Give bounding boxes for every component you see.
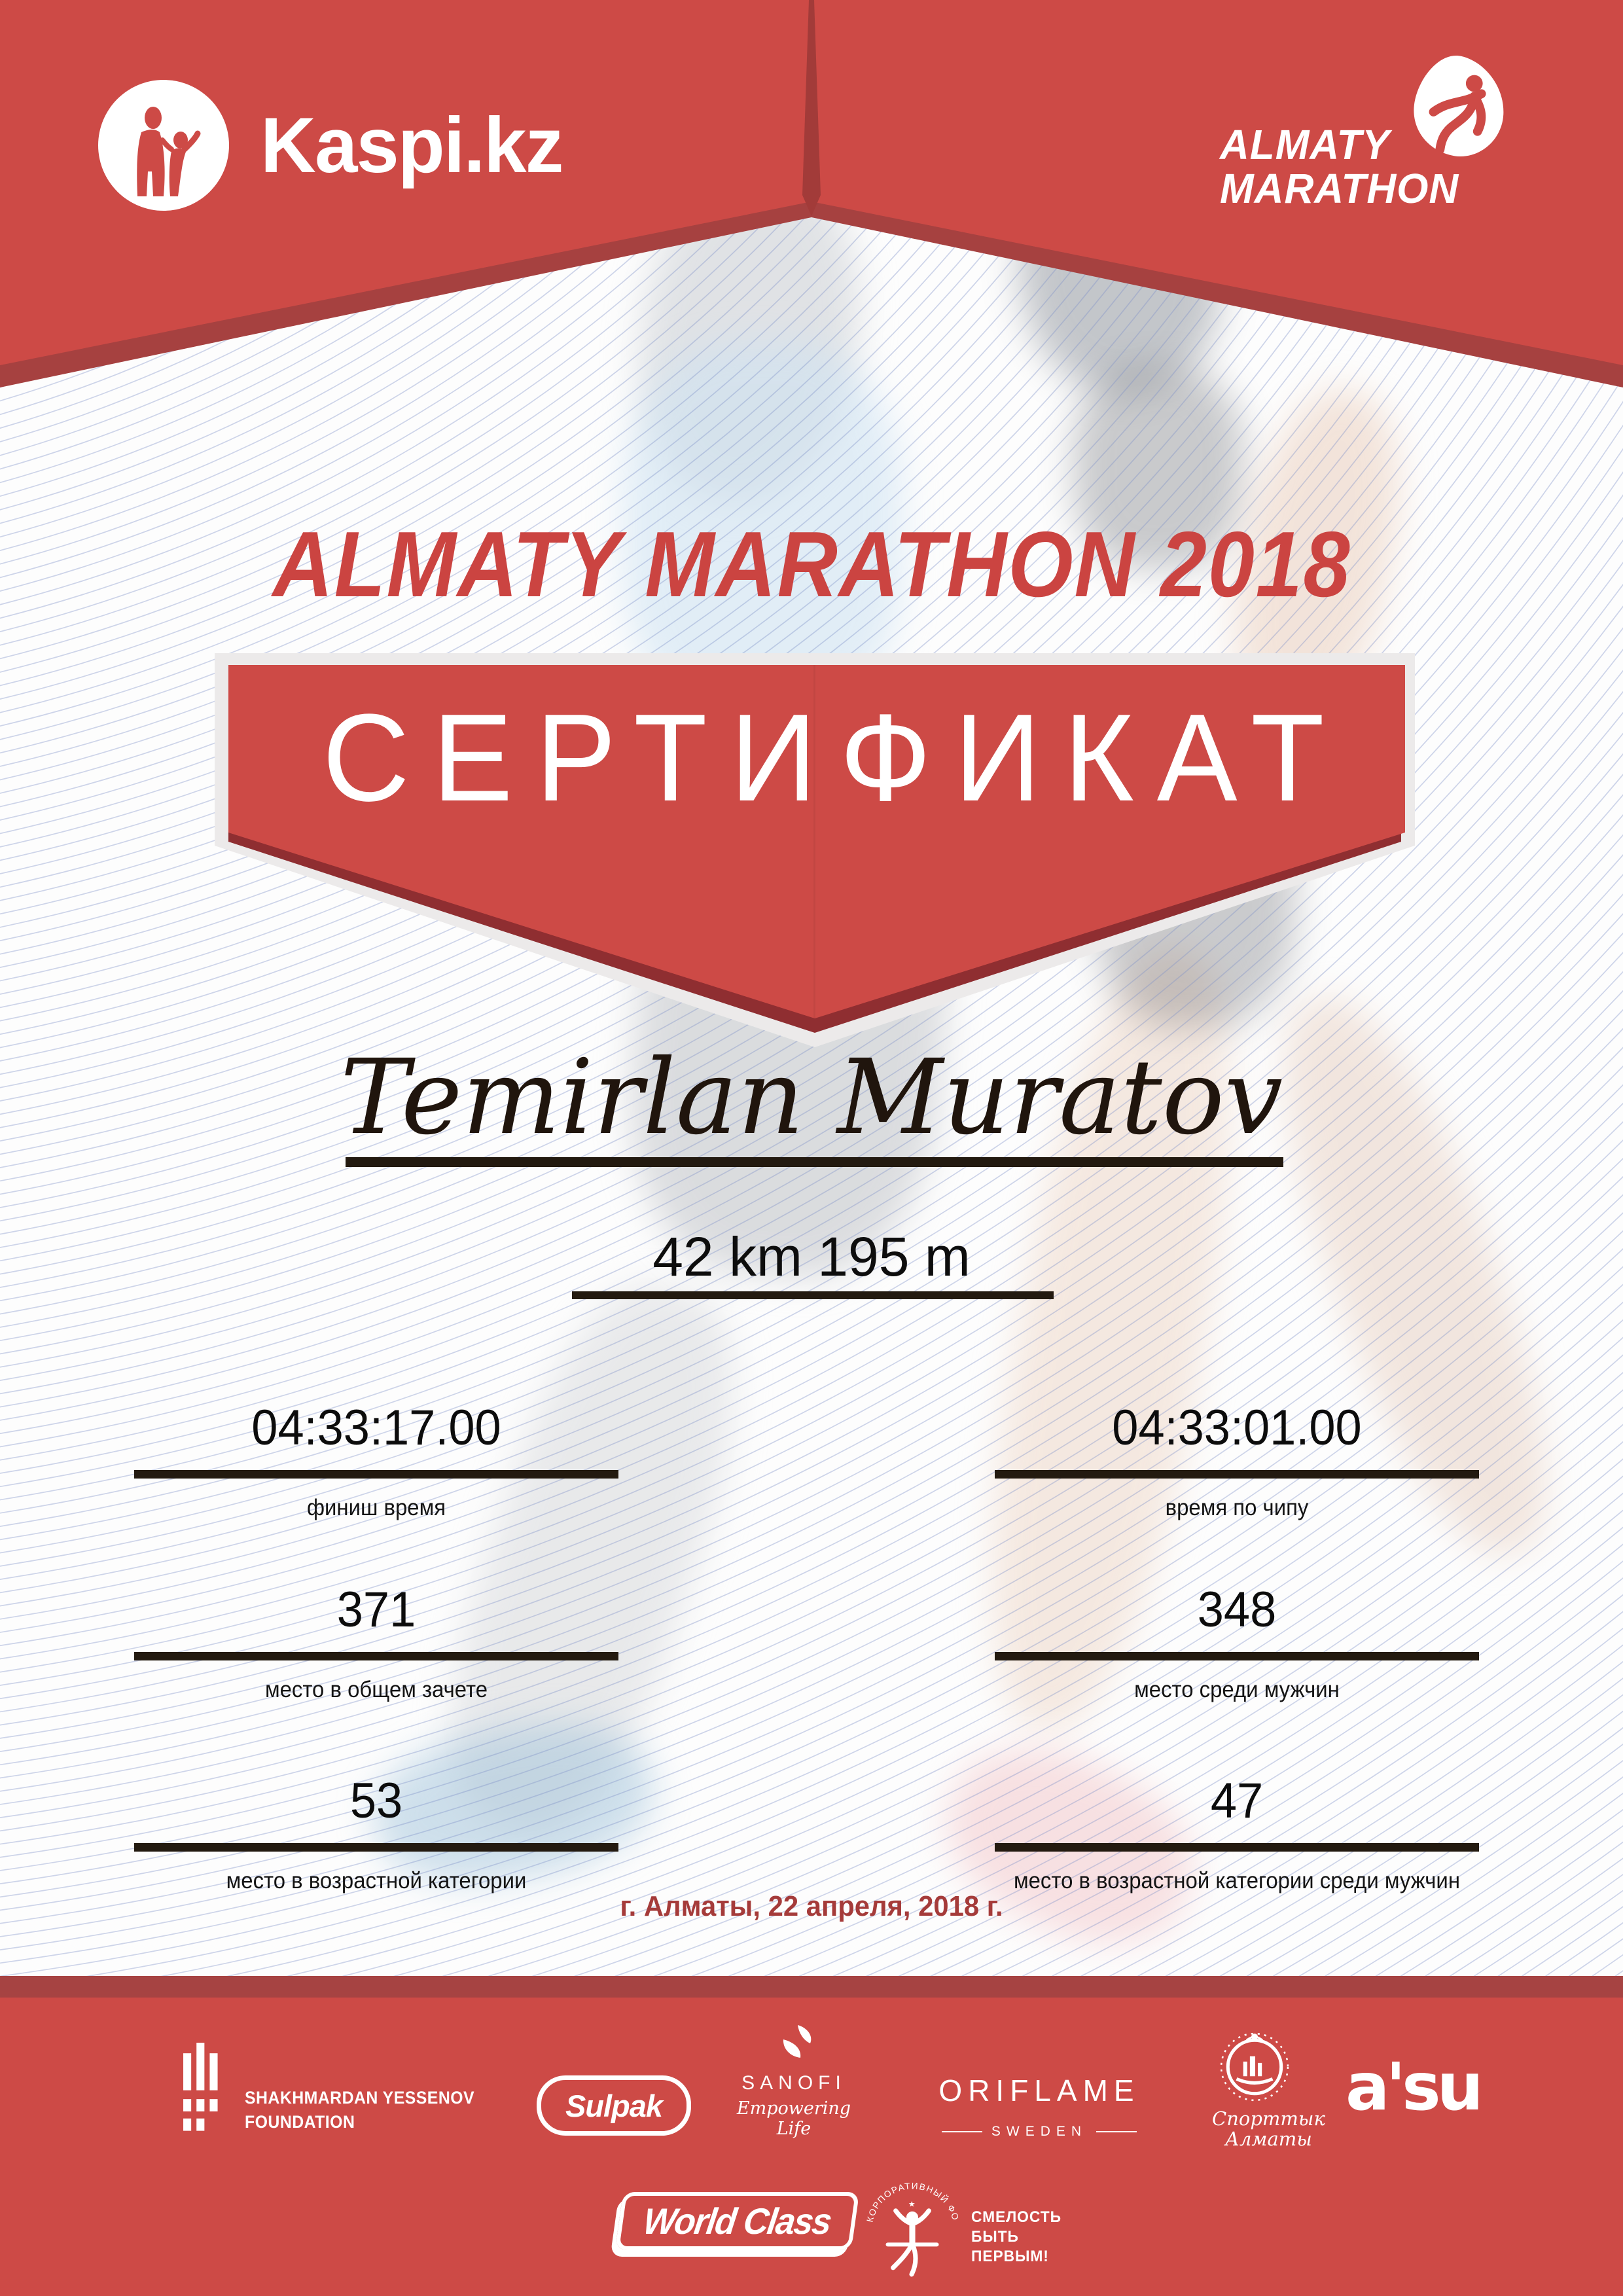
stat-age-gender-place: 47 место в возрастной категории среди му… — [995, 1775, 1479, 1893]
sanofi-wordmark: SANOFI — [741, 2072, 846, 2094]
stat-value: 04:33:17.00 — [251, 1400, 501, 1456]
stat-label: место в возрастной категории среди мужчи… — [1014, 1868, 1460, 1893]
oriflame-subtitle-row: SWEDEN — [921, 2124, 1157, 2140]
stat-value: 53 — [349, 1773, 403, 1829]
stat-gender-place: 348 место среди мужчин — [995, 1584, 1479, 1702]
oriflame-wordmark: ORIFLAME — [938, 2073, 1140, 2108]
oriflame-rule — [941, 2131, 982, 2132]
stat-label: место в общем зачете — [264, 1677, 488, 1702]
distance-value: 42 km 195 m — [652, 1226, 971, 1287]
sponsor-sport-almaty: Спорттык Алматы — [1212, 2031, 1325, 2150]
oriflame-subtitle: SWEDEN — [991, 2124, 1088, 2139]
almaty-marathon-wordmark: ALMATY MARATHON — [1220, 123, 1459, 211]
sport-almaty-emblem-icon — [1220, 2032, 1289, 2102]
asu-wordmark: a'su — [1346, 2049, 1484, 2125]
stat-label: место среди мужчин — [1134, 1677, 1340, 1702]
stat-underline — [134, 1843, 618, 1852]
almaty-logo-line2: MARATHON — [1220, 165, 1459, 212]
stat-chip-time: 04:33:01.00 время по чипу — [995, 1402, 1479, 1520]
stat-value: 47 — [1210, 1773, 1264, 1829]
oriflame-rule — [1096, 2131, 1137, 2132]
sponsors-band-top-strip — [0, 1976, 1623, 1998]
kaspi-icon — [98, 80, 229, 211]
photo-blob — [1073, 367, 1243, 569]
distance-underline — [572, 1291, 1054, 1299]
sanofi-bird-icon — [783, 2025, 812, 2058]
stat-finish-time: 04:33:17.00 финиш время — [134, 1402, 618, 1520]
sponsor-oriflame: ORIFLAME SWEDEN — [921, 2073, 1157, 2140]
kaspi-logo: Kaspi.kz — [98, 80, 569, 211]
certificate-title: СЕРТИФИКАТ — [322, 689, 1347, 827]
corporate-fund-slogan: СМЕЛОСТЬ БЫТЬ ПЕРВЫМ! — [971, 2208, 1061, 2265]
sponsor-yessenov-foundation: SHAKHMARDAN YESSENOV FOUNDATION — [183, 2043, 495, 2134]
stat-underline — [995, 1470, 1479, 1479]
recipient-name: Temirlan Muratov — [340, 1037, 1283, 1158]
stat-underline — [995, 1843, 1479, 1852]
stat-overall-place: 371 место в общем зачете — [134, 1584, 618, 1702]
sport-almaty-wordmark: Спорттык Алматы — [1212, 2108, 1325, 2150]
almaty-marathon-logo: ALMATY MARATHON — [1217, 52, 1531, 216]
world-class-wordmark: World Class — [641, 2200, 834, 2242]
stat-underline — [995, 1652, 1479, 1660]
stat-value: 348 — [1197, 1582, 1277, 1638]
event-date: г. Алматы, 22 апреля, 2018 г. — [620, 1890, 1003, 1922]
sponsor-asu: a'su — [1346, 2054, 1484, 2120]
stat-label: время по чипу — [1165, 1495, 1309, 1520]
name-underline — [346, 1157, 1283, 1167]
event-title: ALMATY MARATHON 2018 — [272, 512, 1351, 617]
kaspi-wordmark: Kaspi.kz — [260, 101, 563, 189]
almaty-logo-line1: ALMATY — [1220, 121, 1390, 168]
stat-label: место в возрастной категории — [226, 1868, 527, 1893]
yessenov-foundation-icon — [183, 2043, 218, 2131]
fund-star: ★ — [908, 2200, 916, 2209]
sponsor-sanofi: SANOFI Empowering Life — [732, 2022, 856, 2139]
sponsor-corporate-fund: КОРПОРАТИВНЫЙ ФОНД ★ СМЕЛОСТЬ БЫТЬ ПЕРВЫ… — [863, 2170, 1066, 2278]
stat-value: 04:33:01.00 — [1112, 1400, 1362, 1456]
yessenov-foundation-name: SHAKHMARDAN YESSENOV FOUNDATION — [245, 2088, 475, 2132]
stat-age-place: 53 место в возрастной категории — [134, 1775, 618, 1893]
almaty-marathon-runner-icon — [1414, 56, 1504, 156]
stat-value: 371 — [336, 1582, 416, 1638]
sponsor-world-class: World Class — [615, 2192, 859, 2250]
sanofi-tagline: Empowering Life — [736, 2098, 851, 2139]
sponsors-band: SHAKHMARDAN YESSENOV FOUNDATION Sulpak S… — [0, 1976, 1623, 2296]
certificate-banner-crease — [813, 665, 815, 1018]
sponsor-sulpak: Sulpak — [537, 2075, 691, 2136]
stat-underline — [134, 1470, 618, 1479]
sulpak-wordmark: Sulpak — [565, 2088, 663, 2123]
stat-label: финиш время — [306, 1495, 446, 1520]
stat-underline — [134, 1652, 618, 1660]
corporate-fund-runner-icon: КОРПОРАТИВНЫЙ ФОНД ★ — [863, 2170, 960, 2277]
